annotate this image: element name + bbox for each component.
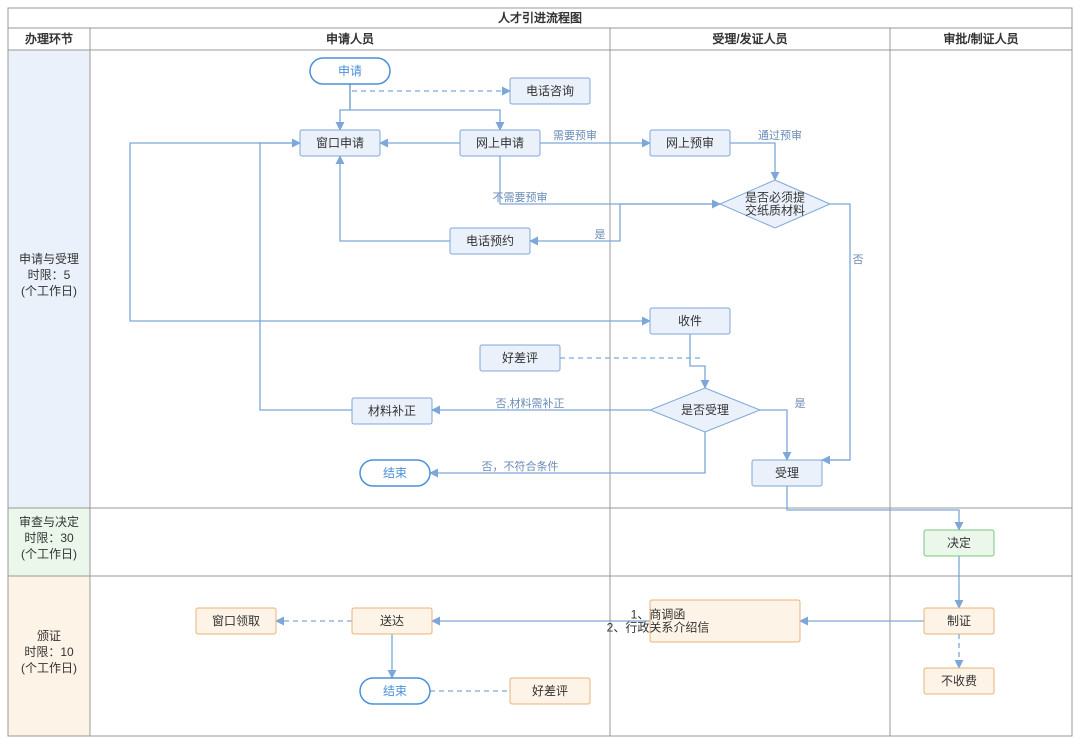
node-label: 2、行政关系介绍信 [607, 621, 710, 635]
node-no_fee: 不收费 [924, 668, 994, 694]
node-label: 电话咨询 [526, 83, 574, 98]
node-label: 制证 [947, 614, 971, 628]
node-label: 好差评 [502, 351, 538, 365]
edge-label: 是 [795, 397, 806, 410]
node-decision: 决定 [924, 530, 994, 556]
node-label: 好差评 [532, 684, 568, 698]
node-rating2: 好差评 [510, 678, 590, 704]
node-phone_book: 电话预约 [450, 228, 530, 254]
row-stage-label: 时限：30 [24, 531, 74, 545]
node-window_apply: 窗口申请 [300, 130, 380, 156]
row-stage-label: 时限：5 [28, 268, 71, 282]
flow-edge [260, 143, 352, 410]
column-header: 办理环节 [25, 31, 73, 46]
node-label: 是否必须提 [745, 190, 805, 205]
node-deliver: 送达 [352, 608, 432, 634]
column-header: 审批/制证人员 [943, 31, 1018, 46]
column-header: 受理/发证人员 [712, 31, 787, 46]
flow-edge [350, 84, 510, 91]
flow-edge [340, 156, 450, 241]
flow-edge [730, 143, 775, 180]
node-end2: 结束 [360, 678, 430, 704]
node-label: 结束 [383, 466, 407, 480]
flowchart-diagram: 人才引进流程图办理环节 申请人员 受理/发证人员 审批/制证人员申请与受理时限：5 (个… [0, 0, 1080, 744]
node-label: 窗口申请 [316, 136, 364, 150]
flow-edge [690, 334, 705, 388]
edge-label: 需要预审 [553, 128, 597, 142]
flow-edge [822, 204, 850, 460]
node-end1: 结束 [360, 460, 430, 486]
node-label: 不收费 [941, 674, 977, 688]
node-label: 材料补正 [368, 404, 416, 418]
node-correct: 材料补正 [352, 398, 432, 424]
diagram-title: 人才引进流程图 [498, 10, 582, 25]
node-accept_dec: 是否受理 [650, 388, 760, 432]
node-label: 是否受理 [681, 403, 729, 417]
node-label: 交纸质材料 [745, 203, 805, 218]
node-online_apply: 网上申请 [460, 130, 540, 156]
edge-label: 否，不符合条件 [482, 459, 559, 473]
edge-label: 不需要预审 [493, 190, 548, 204]
row-stage-label: (个工作日) [21, 547, 77, 561]
node-label: 受理 [775, 466, 799, 480]
node-online_review: 网上预审 [650, 130, 730, 156]
node-window_get: 窗口领取 [196, 608, 276, 634]
edge-label: 通过预审 [758, 128, 802, 142]
node-accepted: 受理 [752, 460, 822, 486]
node-label: 结束 [383, 684, 407, 698]
flow-edge [430, 432, 705, 473]
node-label: 收件 [678, 314, 702, 328]
node-rating1: 好差评 [480, 345, 560, 371]
node-receive: 收件 [650, 308, 730, 334]
node-apply: 申请 [310, 58, 390, 84]
row-stage-label: 申请与受理 [19, 252, 79, 266]
flow-edge [760, 410, 787, 460]
column-header: 申请人员 [326, 31, 374, 46]
node-label: 电话预约 [466, 233, 514, 248]
node-label: 申请 [338, 64, 362, 78]
row-stage-label: (个工作日) [21, 661, 77, 675]
row-stage-label: (个工作日) [21, 284, 77, 298]
node-label: 决定 [947, 535, 971, 550]
node-label: 窗口领取 [212, 614, 260, 628]
edge-label: 否 [853, 254, 864, 266]
node-must_paper: 是否必须提交纸质材料 [720, 180, 830, 228]
node-make_cert: 制证 [924, 608, 994, 634]
node-doc_list: 1、商调函2、行政关系介绍信 [607, 600, 800, 642]
flow-edge [530, 204, 720, 241]
flow-edge [340, 84, 350, 130]
flow-edge [130, 143, 650, 321]
row-stage-label: 颁证 [37, 628, 61, 643]
node-label: 网上预审 [666, 135, 714, 150]
node-label: 送达 [380, 613, 404, 628]
row-stage-label: 时限：10 [24, 645, 74, 659]
row-stage-label: 审查与决定 [19, 514, 79, 529]
node-phone_consult: 电话咨询 [510, 78, 590, 104]
node-label: 1、商调函 [631, 607, 686, 622]
edge-label: 否,材料需补正 [495, 396, 564, 410]
edge-label: 是 [595, 228, 606, 241]
node-label: 网上申请 [476, 136, 524, 150]
